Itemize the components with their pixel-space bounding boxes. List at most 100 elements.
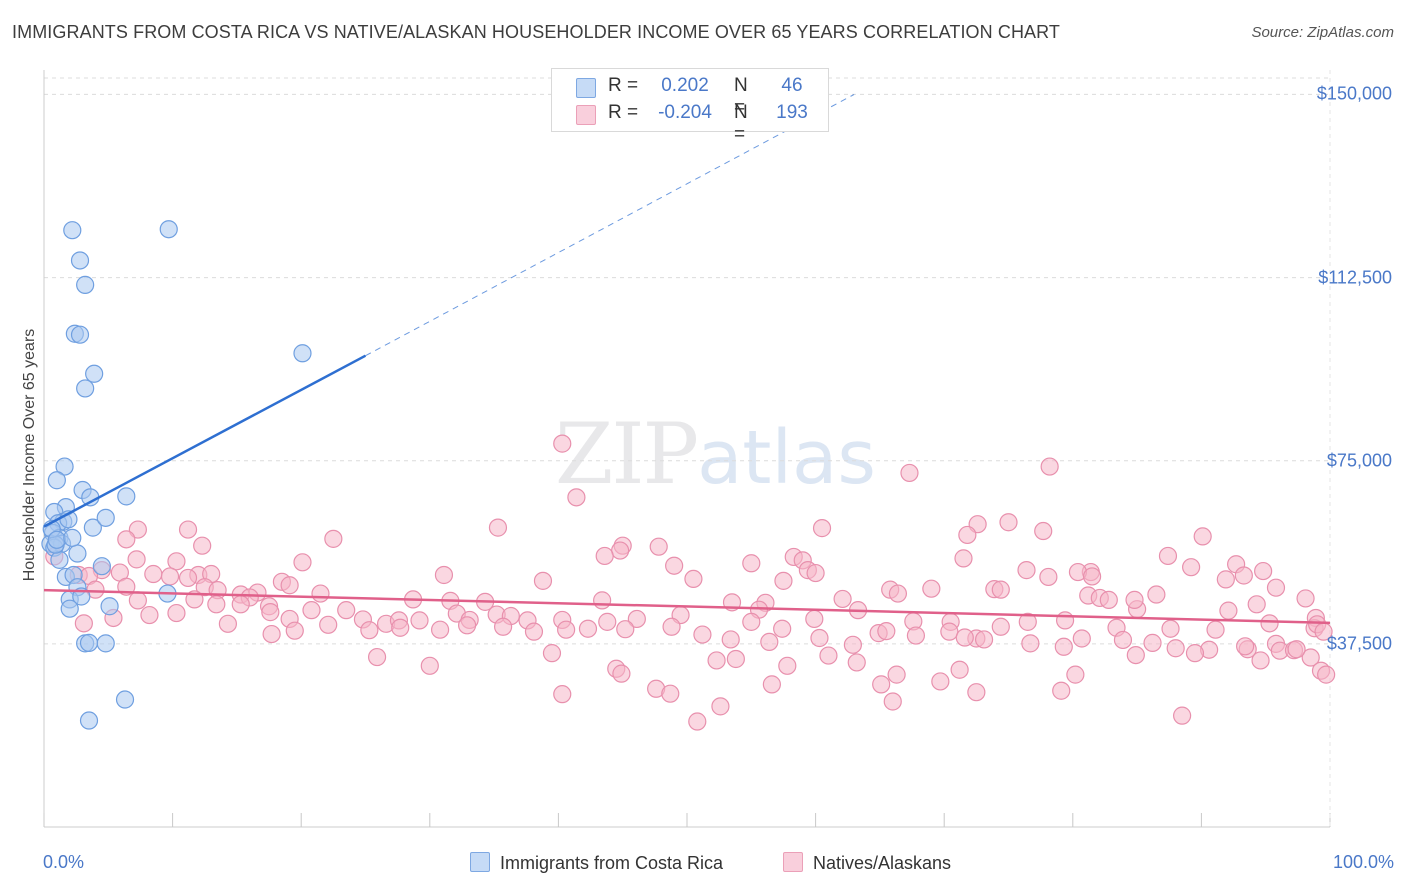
- costa-rica-point: [159, 220, 178, 239]
- natives-point: [662, 617, 681, 636]
- costa-rica-point: [85, 364, 104, 383]
- costa-rica-points: [41, 220, 312, 730]
- natives-point: [877, 622, 896, 641]
- costa-rica-point: [68, 544, 87, 563]
- natives-point: [595, 546, 614, 566]
- natives-point: [231, 595, 250, 614]
- natives-point: [1254, 561, 1273, 581]
- natives-point: [218, 614, 237, 633]
- chart-title: IMMIGRANTS FROM COSTA RICA VS NATIVE/ALA…: [12, 22, 1061, 42]
- natives-point: [760, 632, 779, 652]
- natives-point: [955, 628, 974, 647]
- natives-point: [1173, 706, 1192, 725]
- natives-point: [1066, 665, 1085, 684]
- costa-rica-point: [96, 634, 115, 653]
- natives-point: [533, 571, 553, 590]
- trend-lines: [43, 93, 1331, 625]
- natives-point: [778, 656, 797, 675]
- natives-point: [1193, 527, 1212, 546]
- natives-point: [991, 580, 1010, 599]
- natives-point: [1039, 567, 1058, 587]
- natives-alaskans-points: [45, 434, 1336, 731]
- natives-point: [1099, 590, 1118, 610]
- series-swatch-blue: [470, 852, 490, 872]
- natives-point: [627, 609, 646, 629]
- natives-point: [293, 553, 312, 572]
- natives-point: [1247, 595, 1266, 614]
- natives-point: [991, 617, 1010, 636]
- natives-point: [805, 609, 824, 629]
- natives-point: [688, 712, 707, 731]
- natives-trend-line: [43, 588, 1331, 625]
- natives-point: [612, 664, 631, 683]
- natives-point: [1260, 614, 1279, 633]
- series-legend-natives: Natives/Alaskans: [783, 852, 951, 874]
- natives-point: [887, 665, 906, 684]
- natives-point: [888, 584, 908, 603]
- legend-n-label: N =: [734, 75, 748, 118]
- natives-point: [391, 618, 410, 637]
- natives-point: [847, 653, 866, 672]
- stats-legend: R = 0.202 N = 46 R = -0.204 N = 193: [551, 68, 829, 145]
- natives-point: [762, 675, 781, 694]
- natives-point: [1072, 629, 1091, 648]
- costa-rica-point: [76, 379, 95, 398]
- natives-point: [1234, 566, 1253, 585]
- y-tick-label: $75,000: [1326, 450, 1392, 471]
- natives-point: [812, 519, 832, 538]
- natives-point: [598, 612, 617, 631]
- natives-point: [1018, 612, 1037, 631]
- costa-rica-point: [55, 457, 74, 476]
- natives-point: [1017, 561, 1036, 580]
- costa-rica-point: [83, 518, 102, 537]
- natives-point: [1166, 639, 1185, 658]
- natives-point: [567, 488, 586, 507]
- natives-point: [524, 622, 544, 641]
- natives-point: [127, 550, 146, 569]
- natives-point: [311, 584, 330, 603]
- natives-point: [117, 530, 136, 549]
- y-tick-label: $112,500: [1318, 267, 1392, 288]
- natives-point: [488, 518, 508, 537]
- natives-point: [1317, 665, 1336, 684]
- natives-point: [285, 621, 304, 640]
- legend-r-label: R =: [608, 75, 639, 96]
- natives-point: [906, 626, 926, 645]
- x-tick-label-end: 100.0%: [1332, 852, 1394, 872]
- source-credit: Source: ZipAtlas.com: [1251, 24, 1394, 41]
- natives-point: [1296, 589, 1315, 608]
- natives-point: [900, 463, 919, 483]
- natives-point: [1216, 570, 1235, 589]
- natives-point: [542, 644, 562, 663]
- legend-n-value: 193: [776, 102, 808, 123]
- natives-point: [974, 630, 994, 649]
- natives-point: [367, 647, 387, 667]
- natives-point: [661, 684, 680, 703]
- natives-point: [1161, 619, 1180, 638]
- costa-rica-point: [63, 221, 82, 240]
- natives-point: [553, 434, 572, 453]
- natives-point: [922, 579, 941, 598]
- natives-point: [950, 660, 969, 679]
- natives-point: [494, 617, 513, 636]
- natives-point: [684, 569, 703, 588]
- natives-point: [261, 603, 280, 622]
- natives-point: [1113, 630, 1133, 650]
- y-tick-label: $150,000: [1316, 83, 1392, 104]
- legend-r-value: -0.204: [658, 102, 712, 123]
- natives-point: [434, 565, 454, 585]
- natives-point: [1158, 546, 1178, 566]
- natives-point: [1206, 620, 1225, 639]
- natives-point: [649, 537, 668, 556]
- natives-point: [843, 635, 862, 654]
- natives-point: [457, 616, 477, 635]
- natives-point: [430, 620, 450, 639]
- series-name: Natives/Alaskans: [813, 853, 952, 873]
- natives-point: [1147, 585, 1166, 604]
- natives-point: [302, 601, 321, 620]
- natives-point: [144, 564, 163, 584]
- natives-point: [833, 589, 852, 609]
- legend-n-value: 46: [781, 75, 803, 96]
- costa-rica-point: [50, 550, 69, 569]
- natives-point: [593, 591, 612, 610]
